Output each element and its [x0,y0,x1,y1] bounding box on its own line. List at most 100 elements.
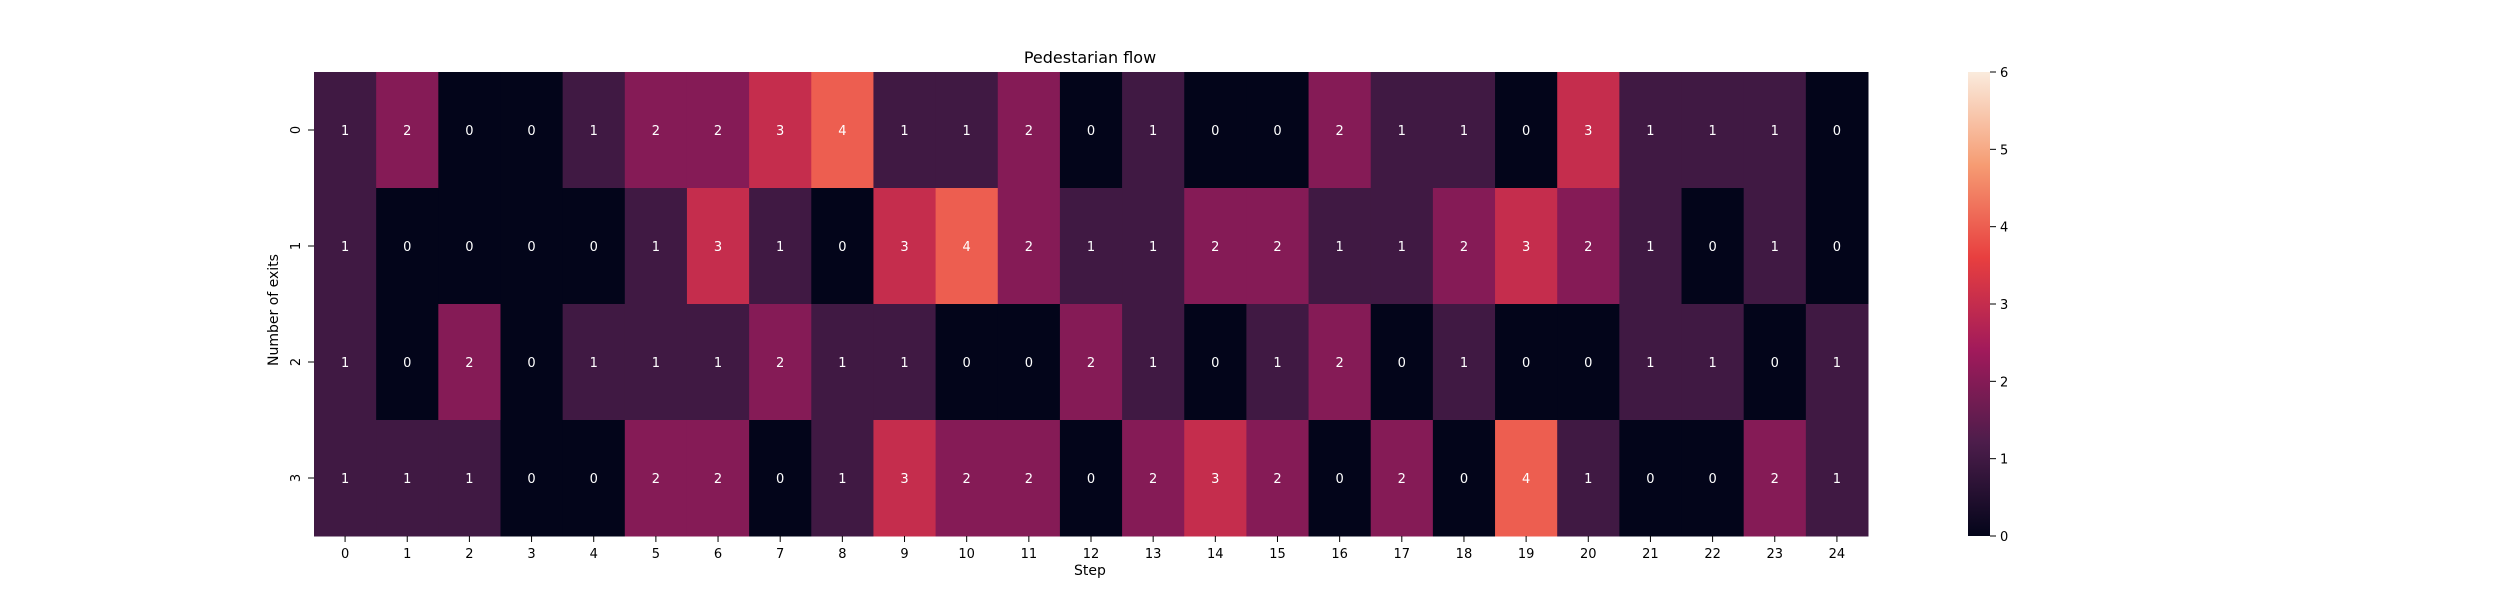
heatmap-cell [686,304,750,421]
heatmap-cell [935,304,999,421]
cell-value-label: 1 [1149,240,1157,255]
cell-value-label: 1 [1335,240,1343,255]
cell-value-label: 0 [1335,472,1343,487]
cell-value-label: 2 [1273,240,1281,255]
cell-value-label: 0 [527,472,535,487]
cell-value-label: 2 [1149,472,1157,487]
heatmap-cell [376,188,439,305]
heatmap-cell [1184,304,1247,421]
heatmap-cell [749,188,812,305]
cell-value-label: 2 [1087,356,1095,371]
cell-value-label: 0 [1833,124,1841,139]
cell-value-label: 0 [776,472,784,487]
cell-value-label: 2 [714,124,722,139]
heatmap-cell [873,420,937,537]
heatmap-cell [438,188,501,305]
cell-value-label: 1 [465,472,473,487]
cell-value-label: 1 [1584,472,1592,487]
cell-value-label: 1 [341,472,349,487]
x-axis-label: Step [1074,563,1106,579]
cell-value-label: 0 [1833,240,1841,255]
cell-value-label: 0 [1646,472,1654,487]
chart-title: Pedestarian flow [1024,48,1156,67]
colorbar-tick-label: 2 [2000,375,2008,390]
cell-value-label: 0 [403,240,411,255]
heatmap-cell [562,188,626,305]
x-tick-label: 2 [465,547,473,562]
cell-value-label: 4 [1522,472,1530,487]
cell-value-label: 1 [776,240,784,255]
heatmap-cell [749,420,812,537]
cell-value-label: 0 [1708,472,1716,487]
x-tick-label: 19 [1518,547,1535,562]
heatmap-cell [1370,72,1434,189]
heatmap-cell [624,188,688,305]
heatmap-cell [1308,72,1372,189]
x-tick-label: 16 [1331,547,1348,562]
heatmap-cell [1122,420,1185,537]
cell-value-label: 0 [403,356,411,371]
heatmap-cell [1370,304,1434,421]
cell-value-label: 2 [1025,472,1033,487]
x-tick-label: 7 [776,547,784,562]
y-tick-label: 1 [289,242,304,250]
cell-value-label: 2 [1584,240,1592,255]
cell-value-label: 1 [1708,356,1716,371]
cell-value-label: 2 [1025,240,1033,255]
cell-value-label: 3 [900,240,908,255]
heatmap-cell [1432,420,1496,537]
cell-value-label: 0 [1771,356,1779,371]
heatmap-cell [811,188,874,305]
cell-value-label: 0 [1025,356,1033,371]
x-tick-label: 6 [714,547,722,562]
cell-value-label: 1 [714,356,722,371]
heatmap-cell [997,72,1061,189]
x-tick-label: 0 [341,547,349,562]
heatmap-cell [935,420,999,537]
heatmap-cells: 1 2 0 0 1 2 2 3 4 1 1 2 0 1 0 0 2 1 1 0 3 1 1 1 0 1 0 0 0 0 1 3 1 0 3 4 2 1 1 2… [314,72,1869,537]
heatmap-cell [624,304,688,421]
cell-value-label: 1 [838,356,846,371]
cell-value-label: 1 [652,356,660,371]
cell-value-label: 0 [1398,356,1406,371]
cell-value-label: 1 [1646,356,1654,371]
heatmap-cell [376,304,439,421]
colorbar-tick-label: 1 [2000,453,2008,468]
x-tick-label: 23 [1766,547,1783,562]
cell-value-label: 1 [1646,240,1654,255]
heatmap-cell [500,420,564,537]
cell-value-label: 2 [403,124,411,139]
heatmap-cell [1681,72,1745,189]
cell-value-label: 4 [838,124,846,139]
cell-value-label: 0 [1522,356,1530,371]
x-tick-label: 13 [1145,547,1162,562]
cell-value-label: 2 [1398,472,1406,487]
cell-value-label: 0 [590,240,598,255]
heatmap-cell [1432,304,1496,421]
cell-value-label: 1 [1149,356,1157,371]
heatmap-cell [1246,304,1310,421]
cell-value-label: 2 [1335,356,1343,371]
colorbar-tick-label: 6 [2000,66,2008,81]
y-tick-label: 3 [289,474,304,482]
cell-value-label: 0 [1708,240,1716,255]
cell-value-label: 3 [900,472,908,487]
heatmap-cell [1557,304,1620,421]
heatmap-cell [1308,304,1372,421]
heatmap-cell [1495,72,1558,189]
heatmap-cell [1184,188,1247,305]
heatmap-cell [1370,188,1434,305]
heatmap-cell [314,420,377,537]
heatmap-cell [811,72,874,189]
heatmap-cell [997,304,1061,421]
heatmap-cell [1743,188,1807,305]
cell-value-label: 0 [527,124,535,139]
heatmap-cell [811,304,874,421]
heatmap-cell [624,72,688,189]
cell-value-label: 1 [403,472,411,487]
cell-value-label: 1 [1087,240,1095,255]
heatmap-cell [1432,188,1496,305]
heatmap-cell [438,420,501,537]
heatmap-cell [376,420,439,537]
